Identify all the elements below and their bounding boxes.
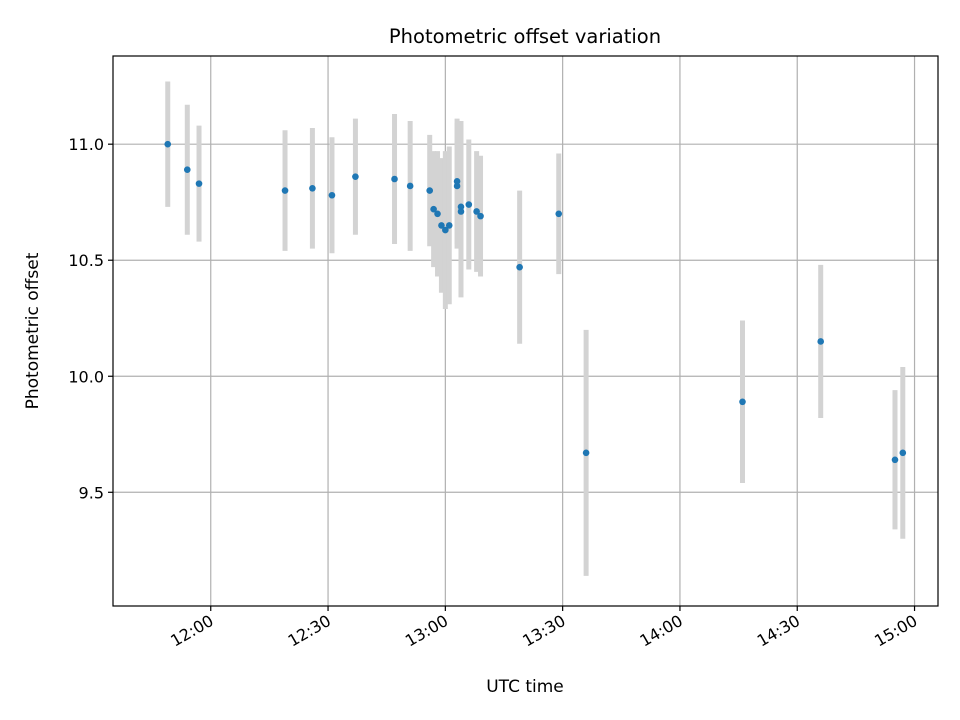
- data-point: [164, 140, 172, 148]
- data-point: [453, 178, 461, 185]
- data-point: [406, 182, 414, 190]
- errorbar-layer: [165, 81, 906, 576]
- data-point: [891, 456, 899, 464]
- data-point: [391, 175, 398, 183]
- data-point: [309, 184, 316, 192]
- data-point: [453, 182, 461, 190]
- data-point: [430, 205, 437, 213]
- data-point: [582, 449, 590, 457]
- y-tick-label: 10.0: [68, 367, 104, 386]
- data-point: [281, 187, 289, 194]
- data-point: [426, 187, 434, 194]
- data-point: [183, 166, 191, 174]
- point-layer: [164, 140, 907, 464]
- data-point: [817, 338, 825, 345]
- x-tick-label: 12:00: [167, 611, 216, 651]
- x-tick-label: 14:00: [637, 611, 686, 651]
- data-point: [442, 226, 449, 234]
- plot-frame: [112, 55, 939, 607]
- x-tick-label: 14:30: [754, 611, 803, 651]
- data-point: [195, 180, 203, 187]
- x-tick-label: 13:30: [519, 611, 568, 651]
- data-point: [473, 208, 480, 215]
- data-point: [457, 208, 465, 215]
- data-point: [899, 449, 907, 457]
- data-point: [445, 222, 453, 229]
- data-point: [328, 191, 336, 199]
- x-tick-label: 13:00: [402, 611, 451, 651]
- data-point: [516, 263, 523, 271]
- data-point: [739, 398, 746, 406]
- x-axis-title: UTC time: [486, 677, 564, 697]
- data-point: [465, 201, 473, 208]
- data-point: [457, 203, 465, 211]
- tick-layer: 12:00 12:30 13:00 13:30 14:00 14:30 15:00 9.5 10…: [68, 135, 920, 650]
- y-tick-label: 9.5: [79, 483, 104, 502]
- chart-title: Photometric offset variation: [389, 25, 661, 48]
- grid-layer: [113, 56, 938, 606]
- data-point: [438, 222, 445, 229]
- y-tick-label: 11.0: [68, 135, 104, 154]
- y-axis-title: Photometric offset: [23, 252, 43, 409]
- x-tick-label: 15:00: [871, 611, 920, 651]
- data-point: [555, 210, 563, 218]
- x-tick-label: 12:30: [285, 611, 334, 651]
- data-point: [477, 212, 484, 220]
- y-tick-label: 10.5: [68, 251, 104, 270]
- data-point: [434, 210, 441, 218]
- data-point: [352, 173, 359, 180]
